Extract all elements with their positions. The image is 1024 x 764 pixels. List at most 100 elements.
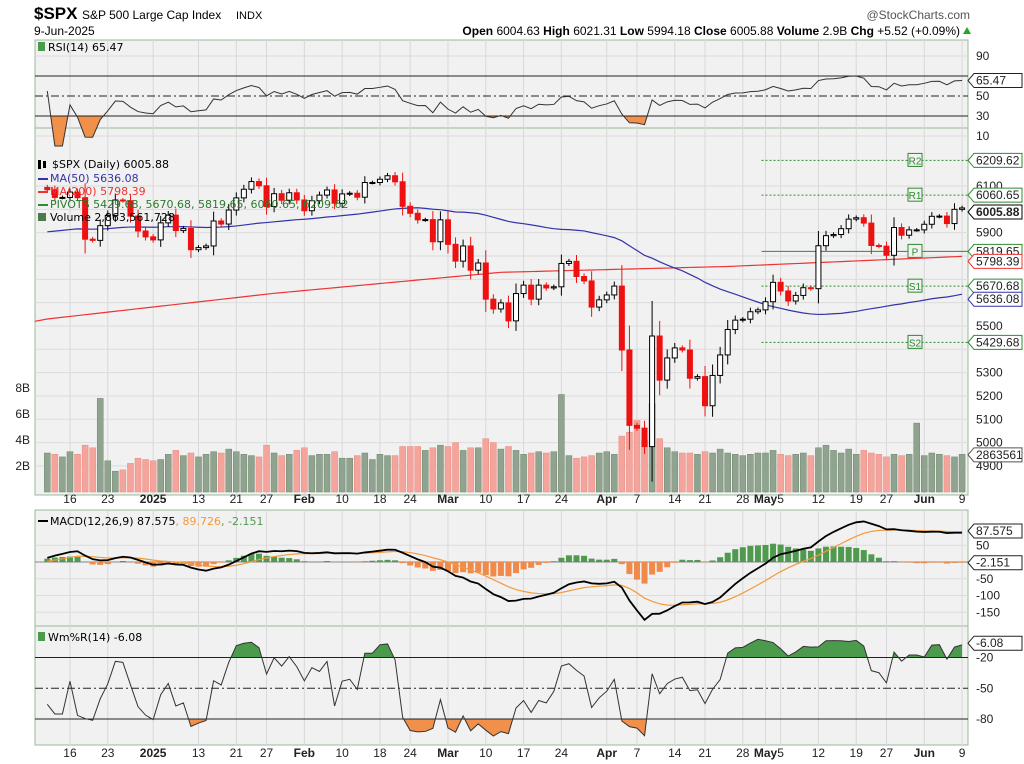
- candle-body: [437, 219, 444, 243]
- r1-value-tag-box: [967, 187, 1023, 203]
- macd-histogram-bar: [490, 562, 497, 577]
- macd-histogram-bar: [444, 562, 451, 572]
- candle-body: [44, 186, 51, 191]
- volume-bar: [263, 444, 270, 493]
- candle: [429, 211, 436, 251]
- candle-body: [248, 181, 255, 190]
- volume-bar: [44, 452, 51, 493]
- macd-histogram-bar: [943, 562, 950, 564]
- candle-body: [732, 319, 739, 330]
- candle: [921, 220, 928, 234]
- x-axis-label: Mar: [437, 746, 459, 760]
- candle-body: [157, 222, 164, 241]
- x-axis-label: May: [754, 746, 778, 760]
- x-axis-label: 27: [260, 492, 274, 506]
- volume-bar: [512, 450, 520, 493]
- x-axis-label: 24: [404, 492, 418, 506]
- s1-value-tag: 5670.68: [967, 278, 1023, 294]
- close-value-tag-text: 6005.88: [976, 205, 1020, 219]
- volume-bar: [391, 455, 399, 493]
- candle-body: [482, 262, 489, 300]
- volume-value-tag: 2863561: [967, 447, 1023, 463]
- candle: [414, 209, 421, 224]
- x-axis-label: 23: [101, 746, 115, 760]
- candle-body: [528, 284, 535, 300]
- volume-bar: [852, 454, 860, 493]
- candle-body: [150, 236, 157, 241]
- volume-bar: [694, 454, 701, 493]
- candle: [959, 205, 966, 212]
- volume-bar: [611, 454, 618, 493]
- volume-icon: [38, 213, 46, 221]
- candle-body: [414, 212, 421, 221]
- candle-body: [429, 219, 436, 243]
- macd-axis-tick: -50: [976, 572, 994, 586]
- candle: [807, 285, 814, 291]
- candle: [550, 284, 557, 291]
- candle-body: [936, 215, 943, 218]
- candle: [210, 211, 217, 256]
- volume-bar: [81, 444, 89, 493]
- candle: [830, 232, 837, 238]
- volume-bar: [656, 438, 663, 493]
- candle-body: [671, 347, 678, 359]
- macd-histogram-bar: [369, 560, 376, 562]
- high-label: High: [543, 24, 570, 38]
- macd-histogram-bar: [739, 547, 746, 562]
- volume-bar: [225, 448, 232, 493]
- macd-histogram-bar: [248, 553, 255, 562]
- candle: [656, 320, 663, 396]
- volume-bar: [180, 455, 187, 493]
- candle-body: [422, 219, 429, 222]
- candle-body: [104, 214, 111, 227]
- candle: [104, 210, 111, 231]
- candle-body: [407, 205, 414, 214]
- x-axis-label: 12: [812, 492, 826, 506]
- brand[interactable]: @StockCharts.com: [866, 8, 970, 22]
- candle: [860, 214, 867, 227]
- macd-histogram-bar: [891, 561, 898, 562]
- candle: [346, 191, 353, 197]
- volume-bar: [777, 454, 784, 493]
- candle-body: [830, 234, 837, 237]
- candle: [717, 346, 724, 384]
- candle-body: [943, 215, 950, 225]
- macd-histogram-bar: [807, 550, 814, 562]
- macd-legend: MACD(12,26,9) 87.575, 89.726, -2.151: [38, 515, 263, 528]
- macd-histogram-bar: [210, 562, 217, 565]
- candle-body: [195, 247, 202, 251]
- candle: [891, 217, 898, 266]
- macd-histogram-bar: [717, 557, 724, 562]
- volume-bar: [149, 460, 157, 493]
- ma200-legend-text: MA(200) 5798.39: [50, 185, 146, 198]
- macd-histogram-bar: [959, 562, 966, 563]
- security-name: S&P 500 Large Cap Index: [82, 8, 221, 22]
- candle-body: [187, 227, 194, 251]
- candle: [732, 315, 739, 335]
- candle: [520, 280, 527, 298]
- candle-body: [271, 193, 278, 208]
- macd-histogram-bar: [520, 562, 527, 570]
- volume-bar: [285, 454, 293, 493]
- volume-bar: [671, 451, 679, 493]
- x-axis-label: 27: [880, 746, 894, 760]
- candle: [407, 202, 414, 218]
- x-axis-label: 21: [698, 492, 712, 506]
- macd-histogram-bar: [747, 545, 754, 562]
- wmr-value-tag: -6.08: [967, 635, 1023, 651]
- volume-bar: [724, 452, 731, 493]
- candle: [195, 245, 202, 253]
- rsi-axis-tick: 50: [976, 89, 990, 103]
- volume-bar: [898, 455, 905, 493]
- volume-bar: [709, 452, 716, 493]
- volume-bar: [565, 455, 573, 493]
- r1-value-tag-text: 6060.65: [976, 188, 1020, 202]
- x-axis-label: 24: [404, 746, 418, 760]
- pivot-label-box-s1: [907, 278, 923, 293]
- candle-body: [233, 197, 240, 211]
- x-axis-label: 27: [880, 492, 894, 506]
- macd-histogram-bar: [467, 562, 474, 574]
- wmr-line: [46, 638, 963, 737]
- rsi-value-tag: 65.47: [967, 73, 1023, 89]
- candle: [293, 188, 300, 205]
